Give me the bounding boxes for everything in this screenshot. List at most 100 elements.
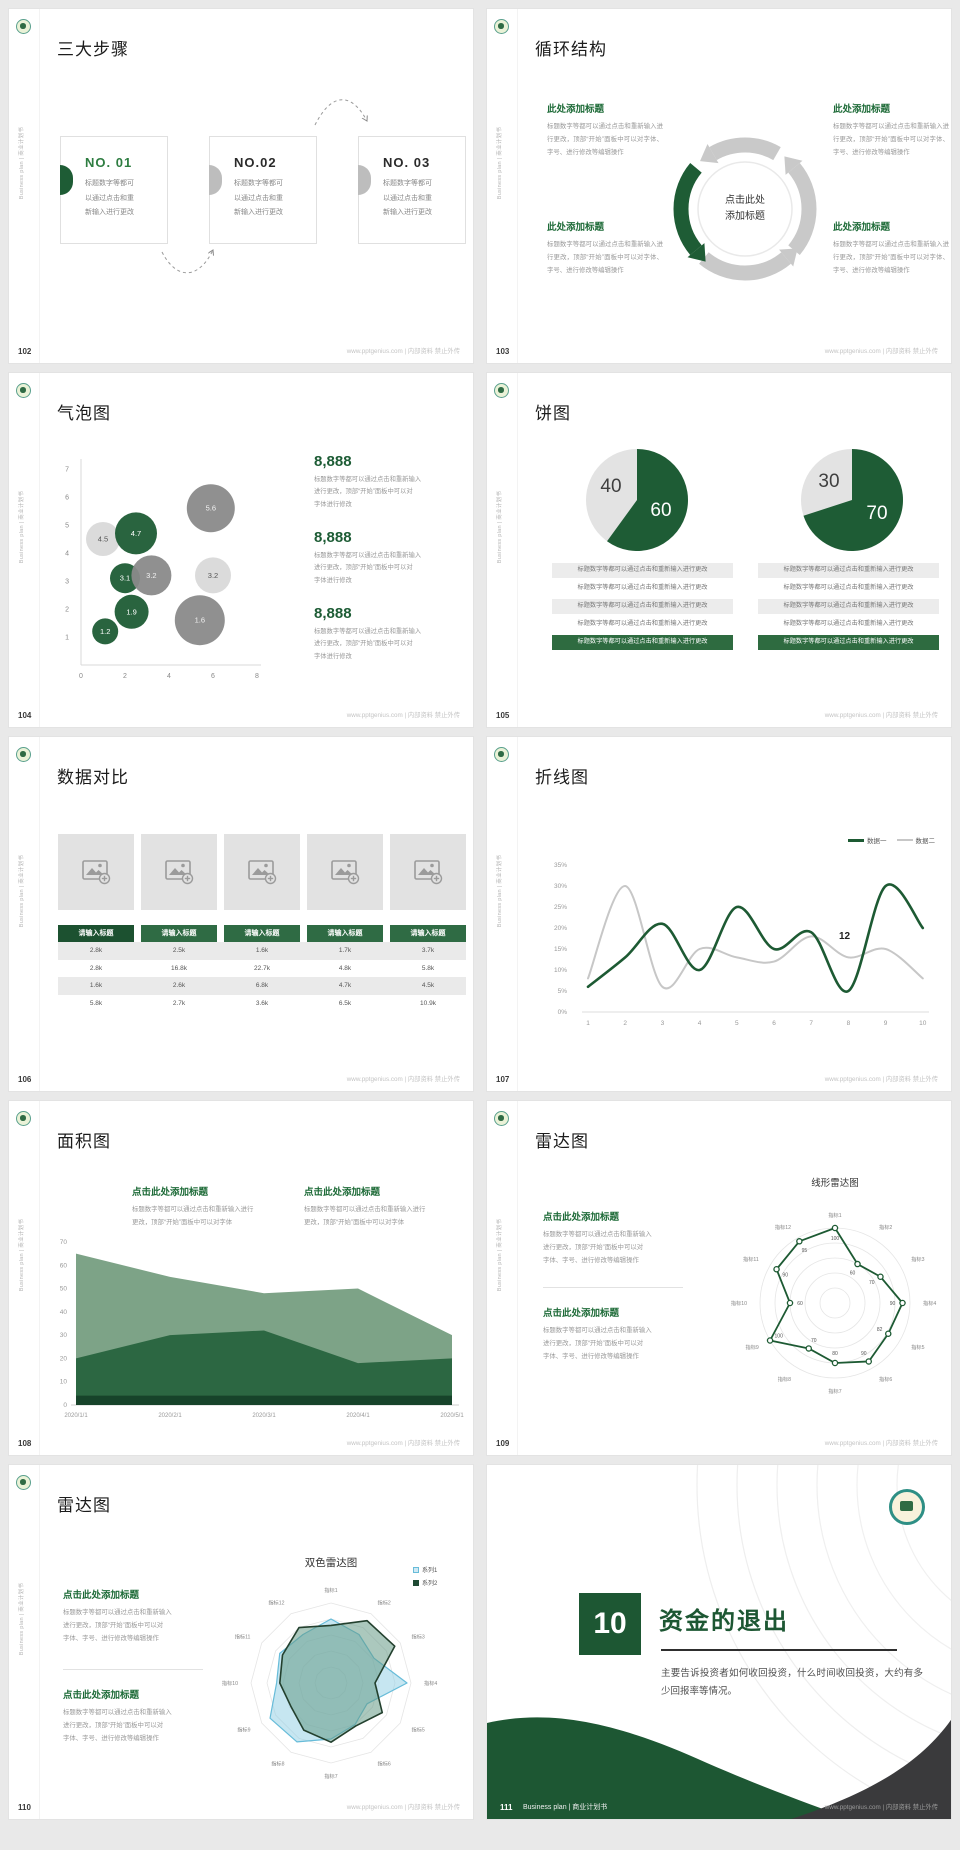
svg-text:3.2: 3.2 <box>208 571 218 580</box>
footer-url: www.pptgenius.com | 内部资料 禁止外传 <box>346 1440 460 1447</box>
table-cell: 16.8k <box>171 964 187 972</box>
svg-text:70: 70 <box>60 1239 68 1246</box>
block-heading: 此处添加标题 <box>547 104 605 115</box>
svg-text:指标8: 指标8 <box>271 1760 284 1768</box>
slide-title: 面积图 <box>57 1132 111 1151</box>
pie-caption-row: 标题数字等都可以通过点击和重新输入进行更改 <box>552 581 733 596</box>
logo-icon <box>16 1111 31 1126</box>
svg-text:指标12: 指标12 <box>268 1598 284 1606</box>
footer-url: www.pptgenius.com | 内部资料 禁止外传 <box>346 712 460 719</box>
slide-title: 雷达图 <box>57 1496 111 1515</box>
table-cell: 6.5k <box>338 999 352 1007</box>
table-cell: 10.9k <box>420 999 436 1007</box>
svg-text:10%: 10% <box>554 967 567 974</box>
svg-text:30: 30 <box>818 471 839 492</box>
table-cell: 3.7k <box>421 947 435 954</box>
block-heading: 点击此处添加标题 <box>543 1212 620 1223</box>
svg-text:25%: 25% <box>554 904 567 911</box>
svg-text:指标10: 指标10 <box>731 1299 747 1307</box>
block-body: 标题数字等都可以通过点击和重新输入进行更改，顶部“开始”面板中可以对字体、字号、… <box>833 123 949 157</box>
area-chart: 70 60 50 40 30 20 10 0 2020/1/1 2020/2/1 2020/3/1 2… <box>60 1239 465 1419</box>
svg-text:3.2: 3.2 <box>146 571 156 580</box>
sidebar-divider <box>39 373 40 727</box>
table-header: 请输入标题 <box>58 925 134 942</box>
footer-url: www.pptgenius.com | 内部资料 禁止外传 <box>824 712 938 719</box>
stat-block: 8,888 标题数字等都可以通过点击和重新输入 进行更改，顶部“开始”面板中可以… <box>314 529 466 587</box>
logo-icon <box>494 19 509 34</box>
table-row <box>58 977 466 995</box>
sidebar-divider <box>39 9 40 363</box>
svg-text:1.9: 1.9 <box>126 607 136 616</box>
page-number: 103 <box>496 347 510 356</box>
page-number: 102 <box>18 347 32 356</box>
block-heading: 点击此处添加标题 <box>304 1187 381 1198</box>
block-body: 标题数字等都可以通过点击和重新输入 进行更改，顶部“开始”面板中可以对 字体、字… <box>63 1609 172 1643</box>
page-number: 111 <box>500 1803 513 1812</box>
svg-text:3.1: 3.1 <box>120 574 130 583</box>
add-image-icon <box>165 860 194 885</box>
legend-item: 数据二 <box>896 835 935 845</box>
svg-text:0: 0 <box>79 673 83 680</box>
step-card-1: NO. 01 标题数字等都可 以通过点击和重 新输入进行更改 <box>60 136 168 244</box>
sidebar-vertical-text: Business plan | 商业计划书 <box>497 1218 503 1292</box>
series1-line-swatch <box>848 838 864 842</box>
svg-text:指标5: 指标5 <box>911 1343 924 1351</box>
sidebar-vertical-text: Business plan | 商业计划书 <box>19 126 25 200</box>
table-cell: 22.7k <box>254 964 270 972</box>
svg-text:1: 1 <box>65 635 69 642</box>
svg-text:指标6: 指标6 <box>879 1375 892 1383</box>
table-header: 请输入标题 <box>390 925 466 942</box>
sidebar-divider <box>517 1101 518 1455</box>
company-logo-icon <box>889 1489 925 1525</box>
stat-value: 8,888 <box>314 605 352 622</box>
table-cell: 5.8k <box>89 999 103 1007</box>
sidebar-divider <box>39 1465 40 1819</box>
svg-text:指标11: 指标11 <box>743 1255 759 1263</box>
table-cell: 1.7k <box>338 947 352 954</box>
table-cell: 4.7k <box>338 982 352 989</box>
table-cell: 2.8k <box>89 964 103 972</box>
block-body: 标题数字等都可以通过点击和重新输入 进行更改，顶部“开始”面板中可以对 字体、字… <box>63 1709 172 1743</box>
cover-background-decoration <box>487 1465 951 1819</box>
svg-text:70: 70 <box>866 503 887 524</box>
sidebar-divider <box>39 1101 40 1455</box>
svg-text:60: 60 <box>650 500 671 521</box>
block-heading: 此处添加标题 <box>833 104 891 115</box>
slide-110: 雷达图 双色雷达图 系列1 系列2 点击此处添加标题 标题数字等都可以通过点击和… <box>8 1464 474 1820</box>
svg-text:2: 2 <box>65 607 69 614</box>
svg-text:指标2: 指标2 <box>879 1223 892 1231</box>
slide-103: 循环结构 点击此处 添加标题 此处添加标题 标题数字等都可以通过点击和重新输入进… <box>486 8 952 364</box>
svg-text:2: 2 <box>623 1020 627 1027</box>
svg-text:40: 40 <box>600 476 621 497</box>
svg-text:指标2: 指标2 <box>378 1598 391 1606</box>
text-block: 此处添加标题 标题数字等都可以通过点击和重新输入进行更改，顶部“开始”面板中可以… <box>833 101 949 159</box>
pie-caption-row: 标题数字等都可以通过点击和重新输入进行更改 <box>758 599 939 614</box>
svg-text:1.6: 1.6 <box>195 616 205 625</box>
svg-text:4.7: 4.7 <box>131 529 141 538</box>
stat-block: 8,888 标题数字等都可以通过点击和重新输入 进行更改，顶部“开始”面板中可以… <box>314 605 466 663</box>
pie-charts: 40 60 30 70 <box>586 449 903 551</box>
step-card-3: NO. 03 标题数字等都可 以通过点击和重 新输入进行更改 <box>358 136 466 244</box>
step-number: NO.02 <box>234 155 277 170</box>
pie-caption-row: 标题数字等都可以通过点击和重新输入进行更改 <box>758 581 939 596</box>
svg-text:指标10: 指标10 <box>222 1679 238 1687</box>
slide-108: 面积图 点击此处添加标题 标题数字等都可以通过点击和重新输入进行 更改，顶部“开… <box>8 1100 474 1456</box>
text-block: 此处添加标题 标题数字等都可以通过点击和重新输入进行更改，顶部“开始”面板中可以… <box>547 101 663 159</box>
svg-text:6: 6 <box>211 673 215 680</box>
data-label: 12 <box>839 931 851 942</box>
text-block: 点击此处添加标题 标题数字等都可以通过点击和重新输入 进行更改，顶部“开始”面板… <box>543 1305 689 1363</box>
svg-text:10: 10 <box>60 1379 68 1386</box>
table-cell: 3.6k <box>255 999 269 1007</box>
page-number: 105 <box>496 711 510 720</box>
image-placeholder <box>58 834 134 910</box>
page-number: 107 <box>496 1075 510 1084</box>
footer-url: www.pptgenius.com | 内部资料 禁止外传 <box>824 1804 938 1811</box>
slide-107: 折线图 数据一 数据二 0% 5% 10% 15% 20% 25% 30% 35% 1 2 3 4 5 6… <box>486 736 952 1092</box>
slide-105: 饼图 40 60 30 70 Business plan | 商业计划书 105 www.… <box>486 372 952 728</box>
sidebar-vertical-text: Business plan | 商业计划书 <box>497 126 503 200</box>
svg-text:35%: 35% <box>554 862 567 869</box>
svg-text:指标6: 指标6 <box>378 1760 391 1768</box>
svg-text:15%: 15% <box>554 946 567 953</box>
svg-text:40: 40 <box>60 1309 68 1316</box>
pie-caption-row: 标题数字等都可以通过点击和重新输入进行更改 <box>552 617 733 632</box>
